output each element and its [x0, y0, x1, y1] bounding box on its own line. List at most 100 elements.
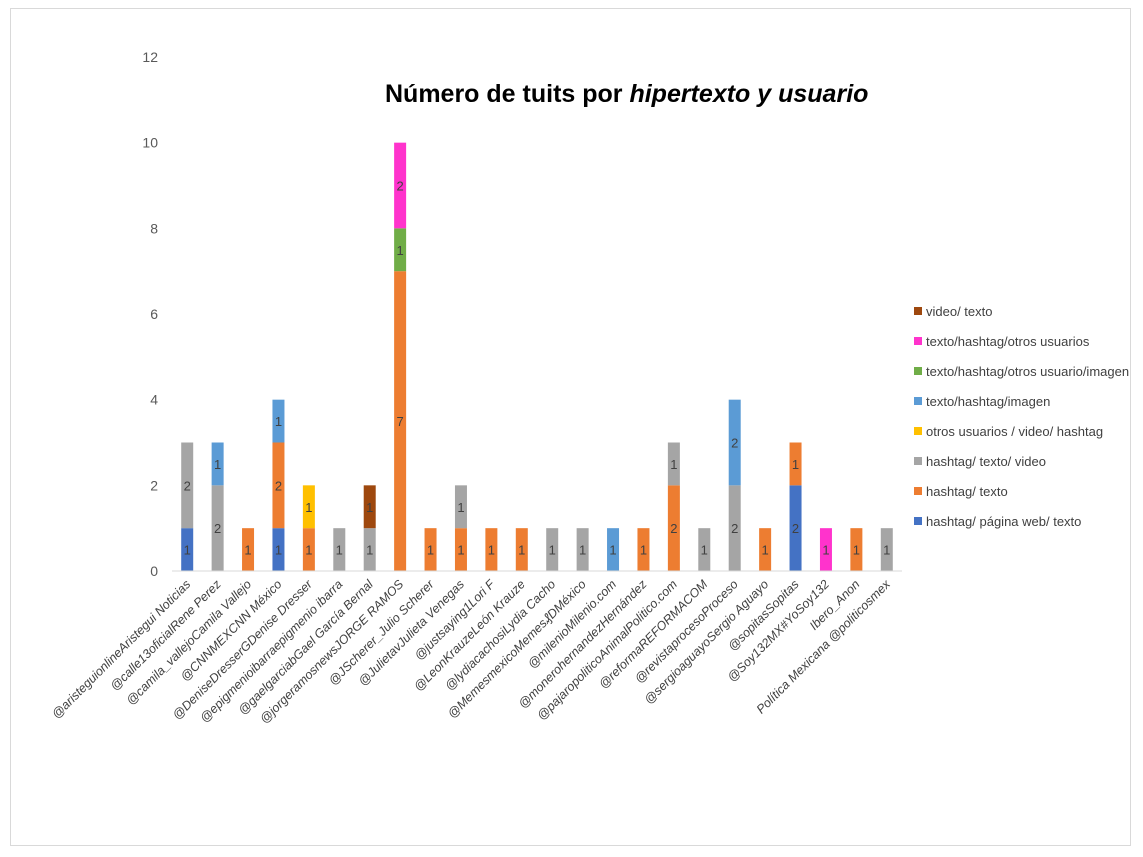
- y-tick-label: 2: [150, 477, 158, 493]
- bar-data-label: 1: [366, 543, 373, 558]
- bar-data-label: 2: [670, 521, 677, 536]
- bar-segment: [728, 399, 741, 486]
- bar-stack: 1: [637, 528, 650, 571]
- bar-stack: 11: [454, 485, 467, 571]
- bar-data-label: 1: [184, 543, 191, 558]
- bar-segment: [759, 528, 772, 571]
- bar-data-label: 1: [609, 543, 616, 558]
- bar-data-label: 1: [244, 543, 251, 558]
- bar-segment: [667, 442, 680, 486]
- x-axis: @aristeguionlineAristegui Noticias@calle…: [49, 570, 902, 726]
- bar-segment: [181, 528, 194, 571]
- bar-segment: [789, 485, 802, 571]
- bar-stack: 1: [819, 528, 832, 571]
- bar-segment: [363, 485, 376, 529]
- bar-stack: 1: [759, 528, 772, 571]
- bar-segment: [607, 528, 620, 571]
- chart-title-part-1: hipertexto y usuario: [629, 80, 868, 108]
- bar-data-label: 1: [427, 543, 434, 558]
- bar-data-label: 2: [397, 179, 404, 194]
- bar-data-label: 1: [549, 543, 556, 558]
- bar-stack: 7 1 2: [394, 142, 407, 571]
- bar-data-label: 2: [184, 478, 191, 493]
- bar-data-label: 1: [792, 457, 799, 472]
- bar-data-label: 2: [214, 521, 221, 536]
- bar-stack: 1: [515, 528, 528, 571]
- legend-item: texto/hashtag/otros usuario/imagen: [914, 364, 1129, 379]
- bar-stack: 1 2 1: [272, 399, 285, 571]
- legend-label: video/ texto: [926, 304, 993, 319]
- bar-data-label: 1: [305, 543, 312, 558]
- bar-data-label: 1: [579, 543, 586, 558]
- bar-segment: [272, 399, 285, 443]
- bar-data-label: 1: [336, 543, 343, 558]
- legend: video/ texto texto/hashtag/otros usuarios…: [914, 304, 1129, 529]
- bar-stack: 12: [181, 442, 194, 571]
- bar-data-label: 1: [488, 543, 495, 558]
- legend-item: video/ texto: [914, 304, 993, 319]
- bar-stack: 11: [363, 485, 376, 571]
- y-tick-label: 4: [150, 392, 158, 408]
- chart-frame: [10, 8, 1131, 846]
- bar-segment: [181, 442, 194, 529]
- y-axis: 0 2 4 6 8 10 12: [142, 49, 158, 579]
- bar-stack: 1: [850, 528, 863, 571]
- legend-label: otros usuarios / video/ hashtag: [926, 424, 1103, 439]
- chart-title-part-0: Número de tuits por: [385, 80, 629, 108]
- bar-data-label: 1: [853, 543, 860, 558]
- bar-data-label: 1: [883, 543, 890, 558]
- bar-data-label: 2: [275, 478, 282, 493]
- legend-label: hashtag/ página web/ texto: [926, 514, 1081, 529]
- bar-segment: [272, 528, 285, 571]
- bar-data-label: 1: [214, 457, 221, 472]
- bar-segment: [819, 528, 832, 571]
- bar-stack: 1: [485, 528, 498, 571]
- bar-stack: 1: [242, 528, 255, 571]
- bar-stack: 1: [607, 528, 620, 571]
- legend-swatch: [914, 487, 922, 495]
- bar-segment: [242, 528, 255, 571]
- bar-stack: 1: [424, 528, 437, 571]
- legend-item: texto/hashtag/otros usuarios: [914, 334, 1090, 349]
- bar-data-label: 1: [397, 243, 404, 258]
- bar-data-label: 1: [457, 500, 464, 515]
- bar-data-label: 1: [457, 543, 464, 558]
- bar-data-label: 1: [701, 543, 708, 558]
- bar-segment: [880, 528, 893, 571]
- bar-segment: [667, 485, 680, 571]
- bar-data-label: 1: [275, 414, 282, 429]
- bar-segment: [698, 528, 711, 571]
- y-tick-label: 6: [150, 306, 158, 322]
- legend-swatch: [914, 367, 922, 375]
- legend-label: texto/hashtag/imagen: [926, 394, 1050, 409]
- legend-item: hashtag/ texto/ video: [914, 454, 1046, 469]
- bar-segment: [211, 485, 224, 571]
- bar-stack: 1: [698, 528, 711, 571]
- legend-label: hashtag/ texto/ video: [926, 454, 1046, 469]
- bar-data-label: 1: [275, 543, 282, 558]
- bar-data-label: 1: [305, 500, 312, 515]
- bar-segment: [394, 271, 407, 571]
- bar-data-label: 1: [670, 457, 677, 472]
- bar-segment: [850, 528, 863, 571]
- bar-data-label: 2: [731, 521, 738, 536]
- bar-data-label: 7: [397, 414, 404, 429]
- bar-segment: [394, 142, 407, 229]
- bar-data-label: 1: [762, 543, 769, 558]
- bar-data-label: 1: [640, 543, 647, 558]
- bar-stack: 1: [333, 528, 346, 571]
- legend-swatch: [914, 457, 922, 465]
- bar-segment: [302, 485, 315, 529]
- bar-segment: [546, 528, 559, 571]
- y-tick-label: 8: [150, 220, 158, 236]
- bar-segment: [485, 528, 498, 571]
- legend-swatch: [914, 337, 922, 345]
- bar-stack: 1: [546, 528, 559, 571]
- bar-stack: 21: [667, 442, 680, 571]
- bar-segment: [333, 528, 346, 571]
- legend-swatch: [914, 397, 922, 405]
- legend-swatch: [914, 427, 922, 435]
- legend-swatch: [914, 517, 922, 525]
- bar-segment: [728, 485, 741, 571]
- bar-stack: 21: [211, 442, 224, 571]
